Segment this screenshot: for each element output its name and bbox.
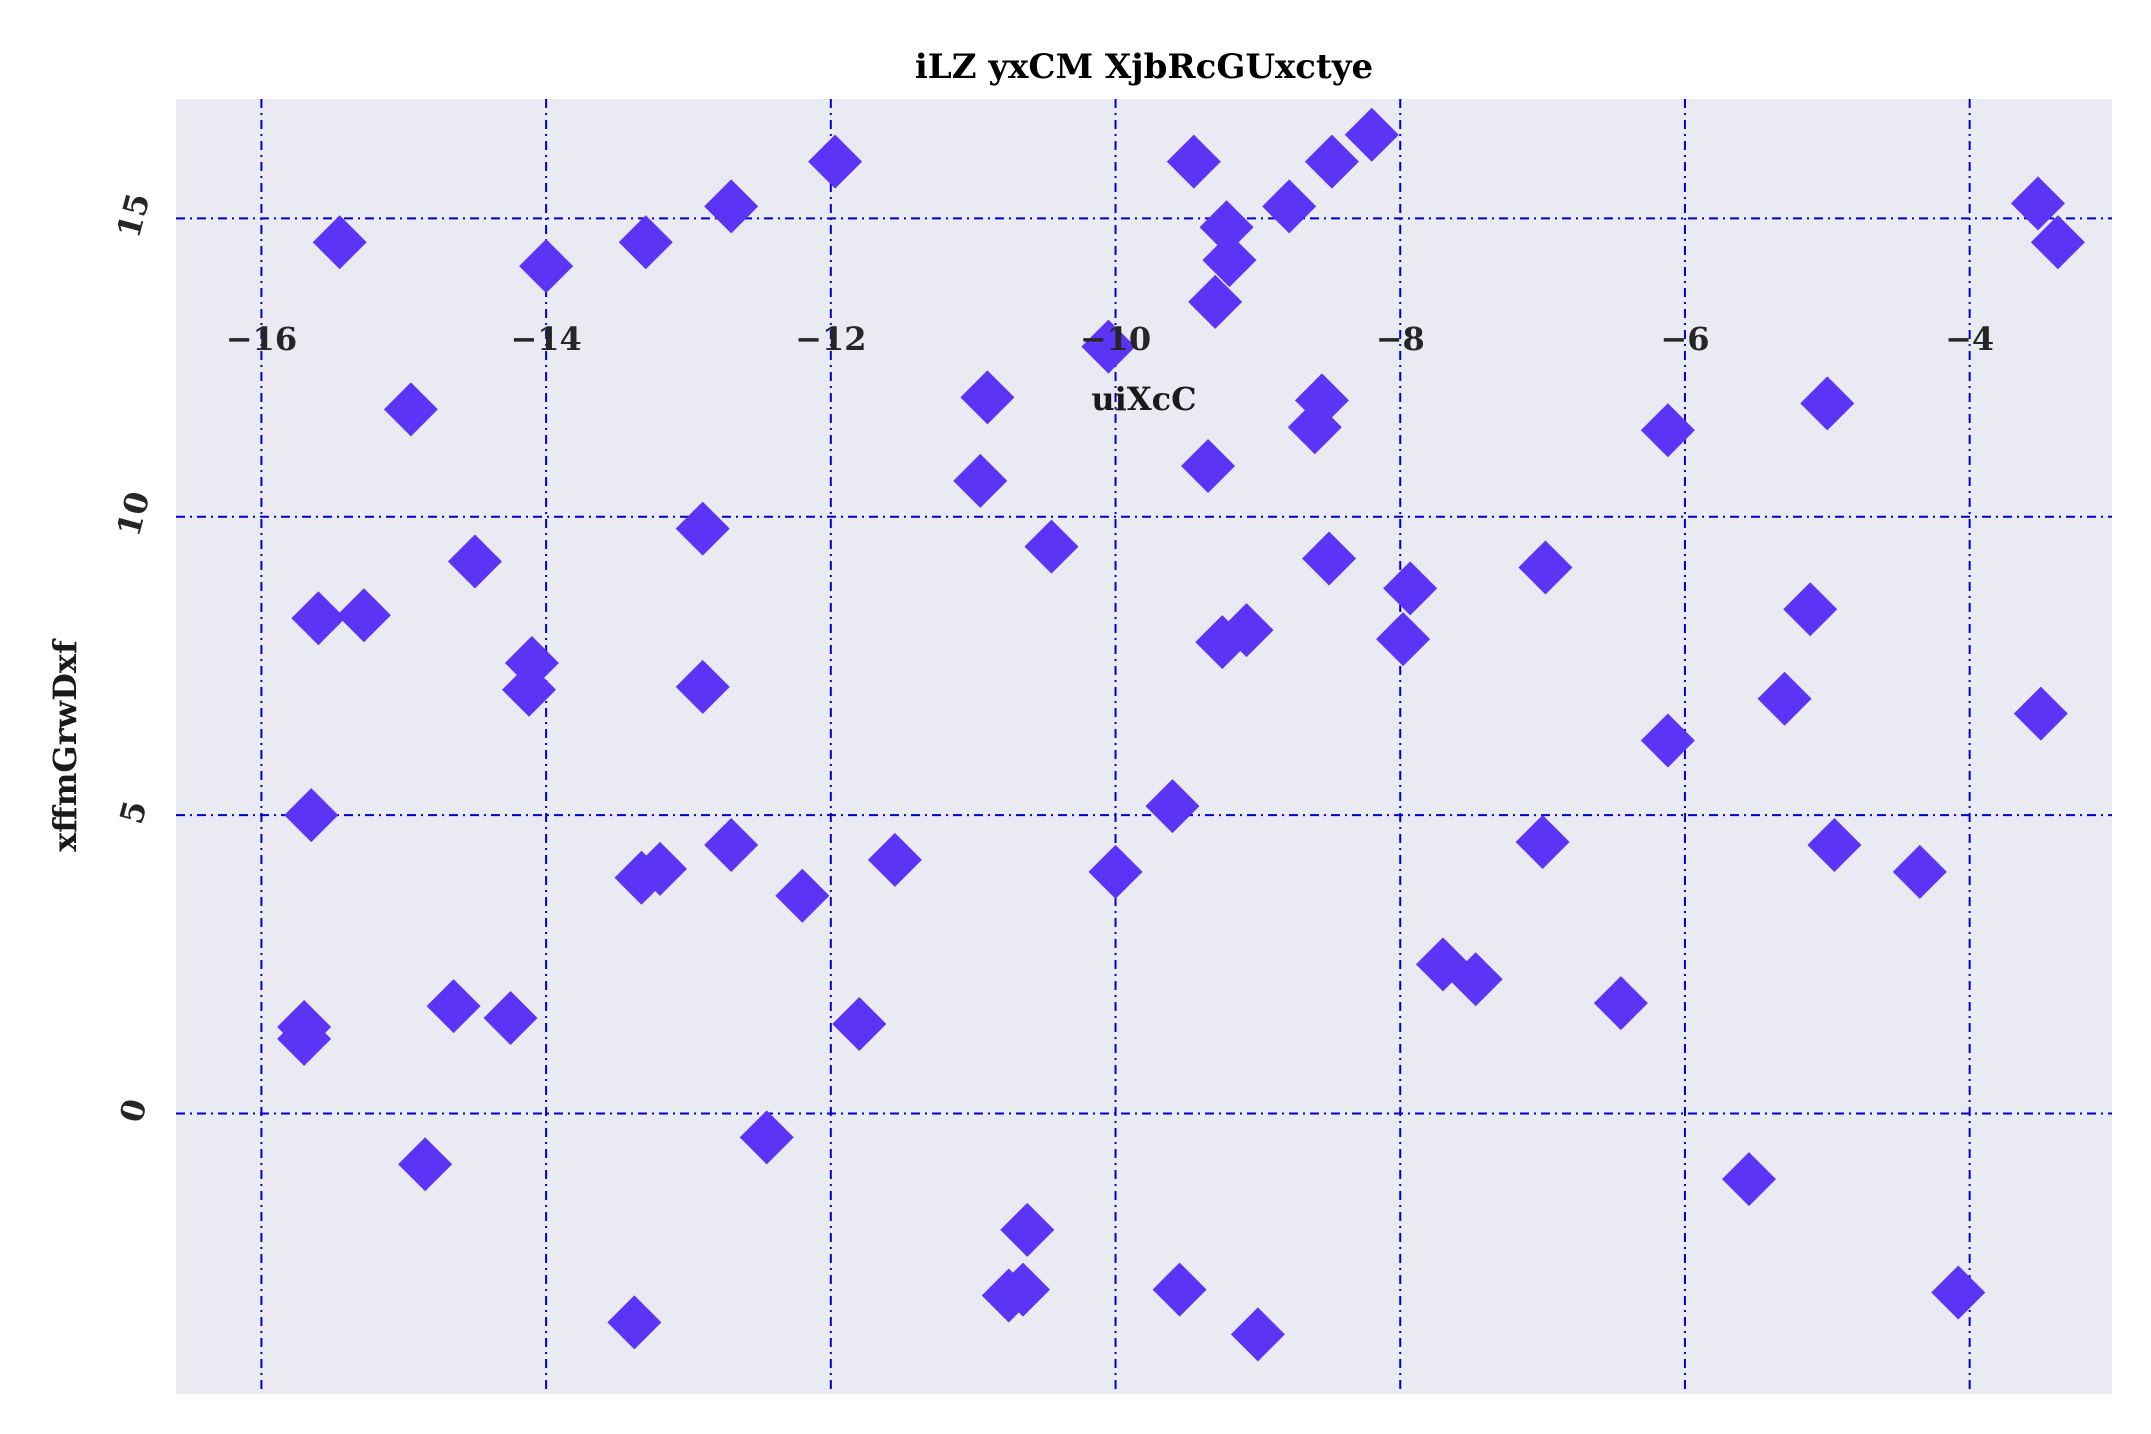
data-point [1518, 540, 1573, 595]
data-point [1807, 817, 1862, 872]
data-point [704, 817, 759, 872]
data-point [675, 659, 730, 714]
x-tick-label: −12 [795, 320, 866, 358]
x-tick-label: −16 [226, 320, 297, 358]
data-point [618, 215, 673, 270]
data-point [1230, 1307, 1285, 1362]
data-point [502, 662, 557, 717]
x-tick-label: −8 [1376, 320, 1425, 358]
data-point [1181, 439, 1236, 494]
data-point [1376, 612, 1431, 667]
data-point [1302, 531, 1357, 586]
data-point [426, 979, 481, 1034]
data-point [383, 382, 438, 437]
data-point [960, 370, 1015, 425]
data-point [447, 534, 502, 589]
x-tick-label: −10 [1080, 320, 1151, 358]
data-point [1304, 134, 1359, 189]
grid-lines [176, 99, 2112, 1394]
data-point [1640, 713, 1695, 768]
data-point [1593, 976, 1648, 1031]
data-point [483, 991, 538, 1046]
data-point [1757, 671, 1812, 726]
data-point [2013, 686, 2068, 741]
data-point [1152, 1262, 1207, 1317]
data-point [1199, 200, 1254, 255]
data-point [867, 832, 922, 887]
data-point [704, 179, 759, 234]
x-tick-label: −6 [1660, 320, 1709, 358]
data-point [1383, 561, 1438, 616]
data-point [1000, 1202, 1055, 1257]
data-point [1892, 844, 1947, 899]
data-point [1800, 376, 1855, 431]
data-point [1024, 519, 1079, 574]
data-point [1931, 1265, 1986, 1320]
x-tick-label: −4 [1945, 320, 1994, 358]
y-axis-label: xffmGrwDxf [46, 638, 84, 852]
data-point [519, 239, 574, 294]
data-point [312, 215, 367, 270]
data-point [277, 1011, 332, 1066]
data-point [2010, 176, 2065, 231]
data-point [1145, 779, 1200, 834]
data-point [953, 453, 1008, 508]
data-point [1783, 582, 1838, 637]
data-point [739, 1110, 794, 1165]
x-axis-label: uiXcC [1091, 380, 1196, 418]
data-point [808, 134, 863, 189]
data-point [1515, 814, 1570, 869]
data-point [284, 788, 339, 843]
data-point [996, 1262, 1050, 1317]
data-point [291, 591, 346, 646]
data-point [336, 588, 391, 643]
data-point [2030, 215, 2085, 270]
data-point [1202, 233, 1257, 288]
data-point [1262, 179, 1317, 234]
data-point [1294, 373, 1349, 428]
data-point [633, 841, 687, 896]
data-point [1448, 952, 1503, 1007]
data-point [504, 635, 559, 690]
plot-area [176, 99, 2112, 1394]
data-point [1188, 274, 1243, 329]
data-point [1640, 403, 1695, 458]
data-points [277, 107, 2085, 1362]
chart-title: iLZ yxCM XjbRcGUxctye [915, 47, 1373, 87]
x-tick-labels: −16 −14 −12 −10 −8 −6 −4 [226, 320, 1994, 358]
data-point [1088, 844, 1143, 899]
data-point [1344, 107, 1399, 162]
data-point [398, 1137, 453, 1192]
data-point [1722, 1152, 1776, 1207]
data-point [607, 1295, 662, 1350]
data-point [675, 501, 730, 556]
data-point [1219, 603, 1274, 658]
x-tick-label: −14 [510, 320, 581, 358]
data-point [775, 868, 830, 923]
data-point [1081, 319, 1136, 374]
data-point [1166, 134, 1221, 189]
data-point [832, 997, 887, 1051]
